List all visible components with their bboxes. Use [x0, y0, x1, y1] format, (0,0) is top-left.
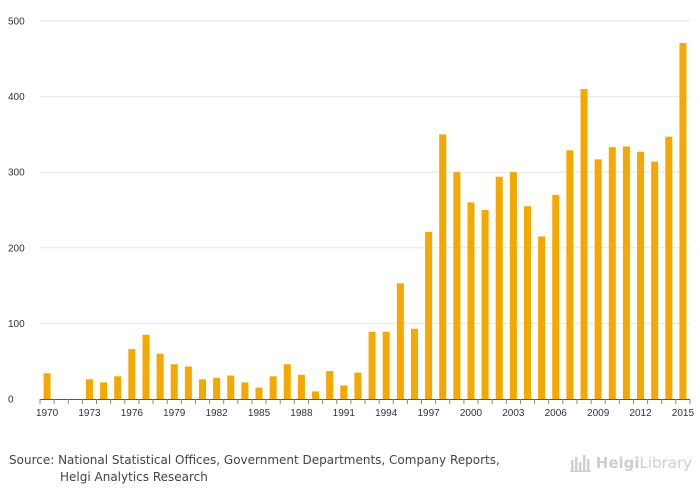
x-tick-label-2003: 2003: [502, 408, 525, 419]
x-tick-label-1973: 1973: [78, 408, 101, 419]
bar-1974: [100, 382, 108, 399]
bar-2002: [495, 176, 503, 399]
x-tick-label-1991: 1991: [333, 408, 356, 419]
bar-2003: [509, 172, 517, 399]
bar-1992: [354, 372, 362, 399]
bar-1977: [142, 334, 150, 399]
x-tick-label-1976: 1976: [121, 408, 144, 419]
bar-1997: [425, 231, 433, 399]
bar-2010: [608, 147, 616, 399]
x-tick-label-2000: 2000: [460, 408, 483, 419]
y-tick-label-100: 100: [8, 319, 25, 330]
bar-1985: [255, 387, 263, 399]
bar-2006: [552, 194, 560, 399]
bar-1970: [43, 373, 51, 399]
bar-1994: [382, 331, 390, 399]
library-logo-icon: [569, 455, 591, 472]
footer: Source: National Statistical Offices, Go…: [0, 445, 700, 500]
source-note: Source: National Statistical Offices, Go…: [9, 452, 549, 486]
bar-2012: [637, 151, 645, 399]
y-tick-label-200: 200: [8, 243, 25, 254]
gridlines: [40, 20, 690, 324]
bar-1993: [368, 331, 376, 399]
bar-2007: [566, 150, 574, 399]
x-tick-label-2012: 2012: [629, 408, 652, 419]
x-tick-label-1997: 1997: [417, 408, 440, 419]
x-tick-label-2009: 2009: [587, 408, 610, 419]
bar-1978: [156, 353, 164, 399]
y-axis: 0 100 200 300 400 500: [8, 17, 25, 406]
bar-chart: 0 100 200 300 400 500 1970 1973 1976 1979 1982 198…: [8, 17, 695, 420]
bar-2015: [679, 42, 687, 399]
bar-1987: [283, 364, 291, 399]
bar-2009: [594, 159, 602, 399]
bar-1986: [269, 376, 277, 399]
bar-1988: [297, 374, 305, 399]
bar-1983: [227, 375, 235, 399]
bar-1973: [85, 379, 93, 399]
source-line-1: Source: National Statistical Offices, Go…: [9, 453, 500, 467]
y-tick-label-400: 400: [8, 92, 25, 103]
bars: [43, 42, 687, 399]
bar-1975: [114, 376, 122, 399]
bar-2005: [538, 236, 546, 399]
bar-2013: [651, 161, 659, 399]
brand-suffix: Library: [639, 454, 692, 472]
bar-2001: [481, 210, 489, 399]
bar-1999: [453, 172, 461, 399]
x-tick-label-2006: 2006: [545, 408, 568, 419]
bar-2004: [524, 206, 531, 399]
bar-2000: [467, 202, 475, 399]
bar-1984: [241, 382, 249, 399]
bar-1982: [213, 377, 221, 399]
x-tick-label-1970: 1970: [36, 408, 59, 419]
x-tick-label-1994: 1994: [375, 408, 398, 419]
bar-2008: [580, 89, 588, 399]
bar-1981: [199, 379, 206, 399]
bar-1998: [439, 134, 447, 399]
bar-2014: [665, 136, 673, 399]
x-tick-label-1979: 1979: [163, 408, 186, 419]
y-tick-label-300: 300: [8, 168, 25, 179]
x-axis: 1970 1973 1976 1979 1982 1985 1988 1991 1994 1997…: [36, 399, 695, 419]
bar-1995: [396, 283, 404, 399]
source-line-2: Helgi Analytics Research: [60, 470, 208, 484]
bar-1980: [184, 366, 192, 399]
brand-logo: Helgi Library: [569, 453, 692, 473]
bar-1979: [170, 364, 178, 399]
bar-1991: [340, 385, 348, 399]
bar-1989: [312, 391, 320, 399]
x-tick-label-1985: 1985: [248, 408, 271, 419]
x-tick-label-1982: 1982: [206, 408, 229, 419]
y-tick-label-500: 500: [8, 17, 25, 28]
x-tick-label-1988: 1988: [290, 408, 313, 419]
bar-1996: [410, 328, 418, 399]
bar-1976: [128, 349, 136, 399]
bar-2011: [622, 146, 630, 399]
y-tick-label-0: 0: [8, 395, 14, 406]
bar-1990: [326, 371, 334, 399]
brand-prefix: Helgi: [595, 454, 640, 472]
x-tick-label-2015: 2015: [672, 408, 695, 419]
